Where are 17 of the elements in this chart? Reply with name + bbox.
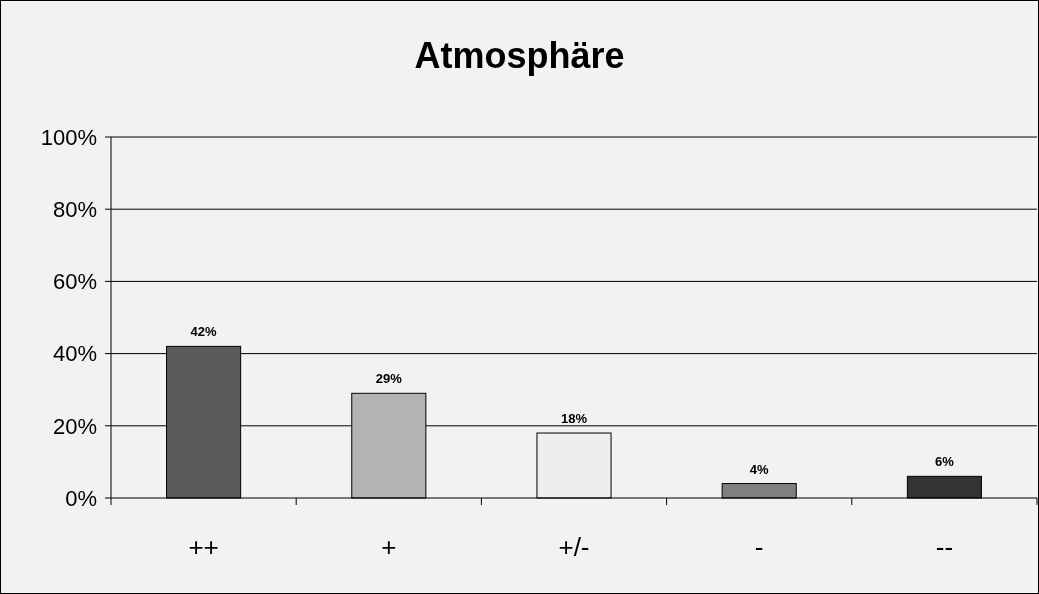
y-tick-label: 0% — [65, 485, 97, 511]
y-tick-label: 80% — [52, 196, 97, 222]
y-tick-label: 20% — [52, 413, 97, 439]
x-tick-label: - — [754, 532, 764, 562]
data-label: 29% — [375, 371, 403, 387]
chart-title: Atmosphäre — [414, 35, 625, 76]
y-tick-label: 100% — [40, 124, 97, 150]
x-tick-label: ++ — [188, 532, 219, 562]
x-tick-label: -- — [935, 532, 954, 562]
data-label: 18% — [560, 411, 588, 427]
x-tick-label: +/- — [558, 532, 590, 562]
x-tick-label: + — [381, 532, 397, 562]
data-label: 6% — [935, 454, 955, 470]
data-label: 42% — [190, 324, 218, 340]
y-tick-label: 60% — [52, 269, 97, 295]
y-tick-label: 40% — [52, 341, 97, 367]
data-label: 4% — [749, 461, 770, 477]
